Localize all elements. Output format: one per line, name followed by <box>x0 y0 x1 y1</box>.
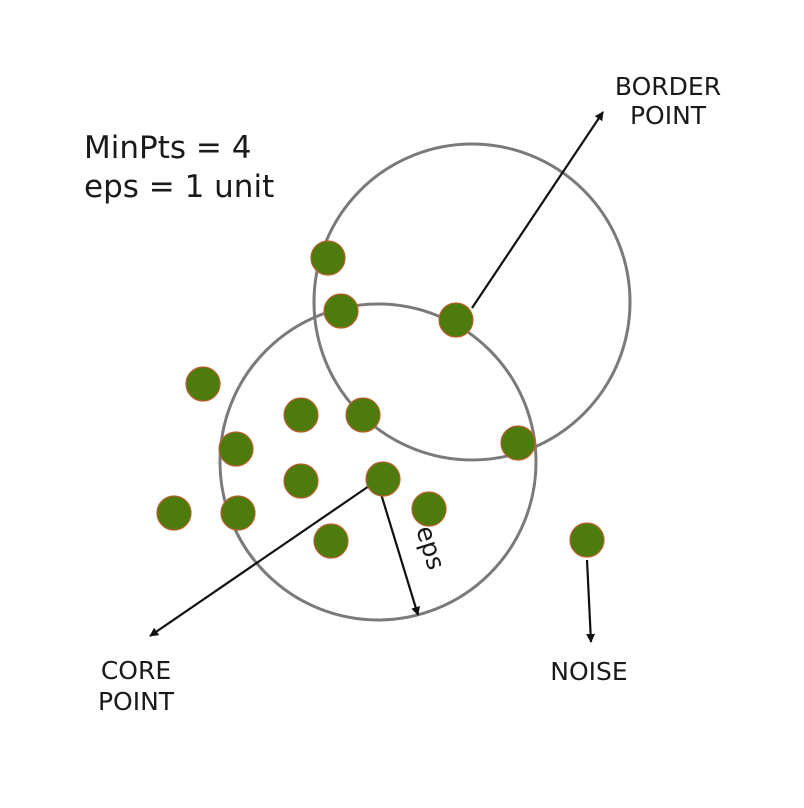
data-point <box>220 495 256 531</box>
noise-point <box>569 522 605 558</box>
core-point <box>365 461 401 497</box>
border-point-label: BORDER POINT <box>615 72 721 130</box>
border-point-label-line1: BORDER <box>615 72 721 101</box>
core-point-label: CORE POINT <box>98 656 175 716</box>
data-point <box>323 293 359 329</box>
eps-radius-label: eps <box>410 522 451 573</box>
data-point <box>500 425 536 461</box>
minpts-label: MinPts = 4 <box>84 130 251 166</box>
data-point <box>185 366 221 402</box>
data-point <box>411 491 447 527</box>
core-point-label-line2: POINT <box>98 687 175 716</box>
noise-point-arrow <box>585 559 596 643</box>
noise-label: NOISE <box>550 657 627 686</box>
data-points <box>156 240 605 559</box>
core-point-neighborhood-circle <box>218 302 538 622</box>
border-point-label-line2: POINT <box>630 101 707 130</box>
data-point <box>283 397 319 433</box>
data-point <box>313 523 349 559</box>
border-point-neighborhood-circle <box>312 142 632 462</box>
border-point-arrow <box>471 111 604 309</box>
eps-radius-arrow <box>376 483 420 616</box>
data-point <box>310 240 346 276</box>
core-point-label-line1: CORE <box>101 656 171 685</box>
data-point <box>283 463 319 499</box>
data-point <box>218 431 254 467</box>
core-point-arrow <box>149 483 373 637</box>
eps-value-label: eps = 1 unit <box>84 169 274 205</box>
data-point <box>156 495 192 531</box>
border-point <box>438 302 474 338</box>
data-point <box>345 397 381 433</box>
